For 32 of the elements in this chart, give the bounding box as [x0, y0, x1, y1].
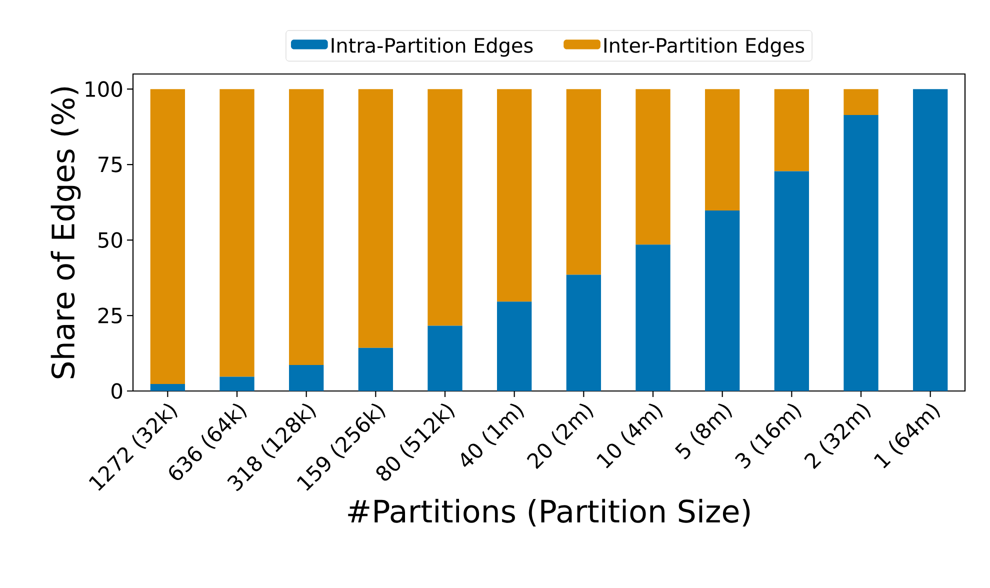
bar [289, 365, 324, 391]
bar [566, 89, 602, 275]
y-tick-label: 75 [98, 156, 122, 172]
bar [844, 115, 878, 391]
bar [497, 302, 532, 391]
bar [497, 89, 532, 302]
bar [358, 89, 394, 348]
bar [774, 171, 810, 391]
bar [844, 89, 878, 116]
y-tick-label: 50 [98, 232, 122, 248]
bar [358, 348, 394, 391]
y-tick-label: 100 [86, 81, 122, 98]
x-axis-title: #Partitions (Partition Size) [348, 498, 750, 526]
bar [636, 244, 670, 391]
y-tick-label: 0 [112, 383, 122, 399]
bar [428, 89, 462, 326]
bar [150, 384, 185, 391]
y-tick-label: 25 [98, 308, 122, 324]
y-axis-title: Share of Edges (%) [50, 87, 81, 378]
bar [705, 89, 740, 210]
bar [428, 326, 462, 391]
bar [220, 376, 254, 391]
bar [289, 89, 324, 366]
bar [705, 210, 740, 391]
bar [636, 89, 670, 245]
legend-label: Intra-Partition Edges [332, 37, 533, 57]
bar [774, 89, 810, 172]
bar [566, 274, 602, 391]
legend-label: Inter-Partition Edges [604, 37, 804, 57]
bar [220, 89, 254, 377]
bar [913, 89, 948, 391]
bar [150, 89, 185, 384]
